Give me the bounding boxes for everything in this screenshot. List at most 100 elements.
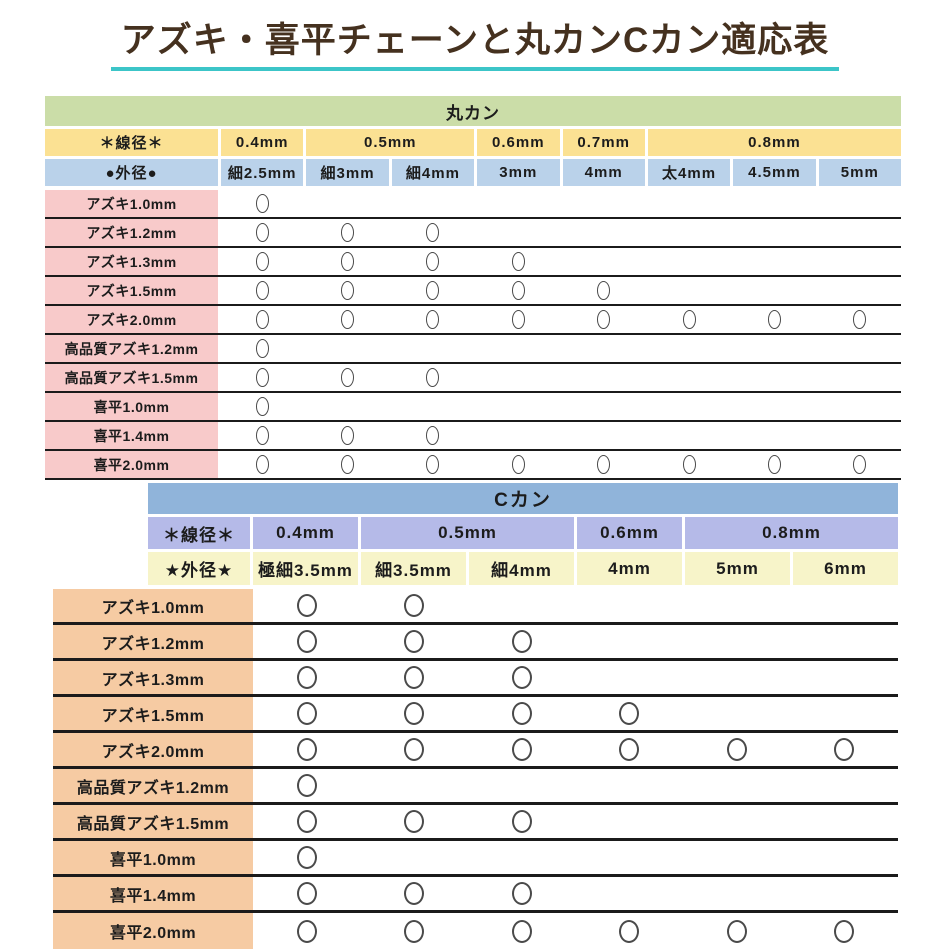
mark-cell: [477, 277, 559, 304]
mark-cell: [733, 335, 815, 362]
chain-row: 喜平2.0mm: [53, 913, 898, 949]
compatible-circle-mark: [597, 281, 611, 300]
outer-diameter-row-label: ●外径●: [45, 159, 218, 186]
compatible-circle-mark: [511, 455, 525, 474]
chain-row-label: アズキ2.0mm: [45, 306, 218, 333]
mark-cell: [221, 306, 303, 333]
mark-cell: [306, 422, 388, 449]
mark-cell: [477, 219, 559, 246]
compatible-circle-mark: [597, 455, 611, 474]
compatible-circle-mark: [255, 455, 269, 474]
compatible-circle-mark: [404, 594, 425, 617]
compatible-circle-mark: [767, 310, 781, 329]
mark-cell: [468, 913, 576, 949]
mark-cell: [576, 841, 684, 874]
compatible-circle-mark: [255, 252, 269, 271]
mark-cell: [221, 335, 303, 362]
mark-cell: [392, 248, 474, 275]
chain-row: アズキ1.5mm: [45, 277, 901, 306]
mark-cell: [361, 877, 469, 910]
chain-row: 高品質アズキ1.5mm: [53, 805, 898, 841]
chain-row: 喜平1.0mm: [45, 393, 901, 422]
mark-cell: [819, 306, 901, 333]
mark-cell: [468, 625, 576, 658]
mark-cell: [392, 219, 474, 246]
c-kan-data-rows: アズキ1.0mm アズキ1.2mm アズキ1.3mm アズキ1.5mm アズキ2.0mm…: [53, 589, 898, 949]
mark-cell: [576, 769, 684, 802]
mark-cell: [819, 393, 901, 420]
mark-cell: [468, 769, 576, 802]
mark-cell: [468, 877, 576, 910]
mark-cell: [576, 661, 684, 694]
outer-diameter-cell: 5mm: [818, 159, 901, 186]
compatible-circle-mark: [682, 310, 696, 329]
chain-row-label: アズキ1.5mm: [53, 697, 253, 730]
compatible-circle-mark: [726, 919, 747, 943]
outer-diameter-cell: 4.5mm: [733, 159, 816, 186]
mark-cell: [306, 306, 388, 333]
mark-cell: [733, 364, 815, 391]
compatible-circle-mark: [296, 702, 317, 725]
chain-row: アズキ1.2mm: [53, 625, 898, 661]
mark-cell: [576, 697, 684, 730]
chain-row-label: 高品質アズキ1.5mm: [45, 364, 218, 391]
mark-cell: [361, 733, 469, 766]
mark-cell: [648, 277, 730, 304]
mark-cell: [819, 335, 901, 362]
wire-diameter-cell: 0.7mm: [562, 129, 645, 156]
mark-cell: [477, 190, 559, 217]
compatible-circle-mark: [511, 630, 532, 653]
outer-diameter-cell: 太4mm: [647, 159, 731, 186]
chain-row: 高品質アズキ1.2mm: [45, 335, 901, 364]
mark-cell: [683, 661, 791, 694]
chain-row-label: 喜平1.4mm: [45, 422, 218, 449]
mark-cell: [306, 451, 388, 478]
chain-row-label: アズキ1.0mm: [53, 589, 253, 622]
chain-row-label: 喜平1.0mm: [45, 393, 218, 420]
mark-cell: [477, 335, 559, 362]
mark-cell: [791, 805, 899, 838]
compatible-circle-mark: [255, 281, 269, 300]
chain-row: 高品質アズキ1.2mm: [53, 769, 898, 805]
mark-cell: [648, 393, 730, 420]
mark-cell: [221, 451, 303, 478]
compatible-circle-mark: [619, 702, 640, 725]
compatible-circle-mark: [426, 252, 440, 271]
mark-cell: [563, 335, 645, 362]
mark-cell: [563, 248, 645, 275]
chain-row-label: アズキ1.2mm: [53, 625, 253, 658]
mark-cell: [819, 219, 901, 246]
outer-diameter-cell: 6mm: [793, 552, 898, 585]
mark-cell: [477, 248, 559, 275]
title-area: アズキ・喜平チェーンと丸カンCカン適応表: [0, 0, 950, 71]
chain-row-label: アズキ1.0mm: [45, 190, 218, 217]
mark-cell: [648, 451, 730, 478]
chain-row-label: 高品質アズキ1.2mm: [53, 769, 253, 802]
mark-cell: [306, 393, 388, 420]
mark-cell: [733, 451, 815, 478]
compatible-circle-mark: [341, 426, 355, 445]
outer-diameter-cell: 細4mm: [391, 159, 475, 186]
c-kan-table: Cカン ＊線径＊ 0.4mm 0.5mm 0.6mm 0.8mm ★外径★ 極細3.5mm…: [53, 483, 898, 949]
chain-row: アズキ1.3mm: [45, 248, 901, 277]
compatible-circle-mark: [426, 223, 440, 242]
compatible-circle-mark: [255, 339, 269, 358]
chain-row-label: アズキ1.3mm: [45, 248, 218, 275]
mark-cell: [361, 589, 469, 622]
mark-cell: [253, 661, 361, 694]
mark-cell: [576, 733, 684, 766]
compatible-circle-mark: [511, 738, 532, 761]
mark-cell: [392, 335, 474, 362]
mark-cell: [563, 422, 645, 449]
compatible-circle-mark: [726, 738, 747, 761]
mark-cell: [306, 190, 388, 217]
compatible-circle-mark: [255, 368, 269, 387]
compatible-circle-mark: [597, 310, 611, 329]
mark-cell: [791, 589, 899, 622]
mark-cell: [361, 769, 469, 802]
compatible-circle-mark: [404, 630, 425, 653]
mark-cell: [576, 589, 684, 622]
maru-kan-table-header: 丸カン: [45, 96, 901, 126]
mark-cell: [253, 589, 361, 622]
wire-diameter-cell: 0.8mm: [647, 129, 901, 156]
